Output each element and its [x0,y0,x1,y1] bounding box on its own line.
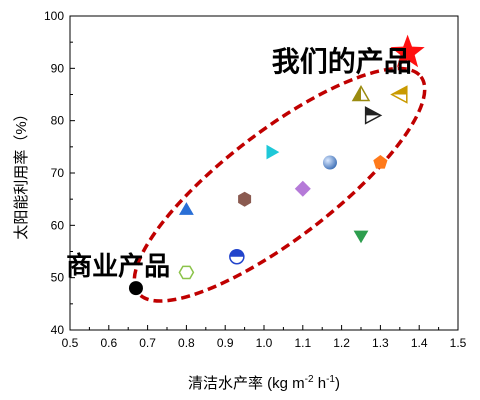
data-point-triangle-up [179,202,194,215]
x-tick-label: 0.7 [139,336,156,350]
y-tick-label: 70 [51,166,65,180]
marker-shape [178,265,195,280]
annotation-label: 我们的产品 [272,45,412,78]
x-axis-title-sup1: -2 [305,374,314,385]
x-axis-title-base: 清洁水产率 (kg m [188,375,305,392]
x-tick-label: 0.9 [217,336,234,350]
data-point-triangle-up-half [351,84,371,102]
data-point-triangle-down [353,230,369,244]
y-tick-label: 50 [51,271,65,285]
x-axis-title-mid: h [314,375,327,392]
y-tick-label: 100 [44,9,64,23]
y-axis-title: 太阳能利用率（%） [13,106,30,239]
y-tick-label: 80 [51,114,65,128]
highlight-ellipse [132,66,427,303]
y-tick-label: 90 [51,61,65,75]
data-point-star [390,34,425,68]
marker-fill [365,107,381,116]
x-tick-label: 0.5 [62,336,79,350]
data-point-triangle-left-half [390,85,408,104]
marker-shape [294,180,311,197]
marker-fill [391,86,407,95]
x-tick-label: 1.4 [411,336,428,350]
data-points [128,34,425,296]
data-point-triangle-right [266,144,280,160]
x-tick-label: 1.0 [256,336,273,350]
data-point-circle-half [229,248,245,265]
marker-shape [179,202,194,215]
data-point-triangle-right-half [364,106,383,125]
highlight-ellipse-layer [132,66,427,303]
data-point-circle [128,281,143,296]
data-point-pentagon [373,155,388,169]
data-point-sphere [322,155,337,170]
marker-shape [390,34,425,68]
axes: 0.5 0.6 0.7 0.8 0.9 1.0 1.1 1.2 1.3 1.4 1.5 40 50 60 7… [44,9,467,350]
y-tick-label: 60 [51,218,65,232]
annotation-label: 商业产品 [66,251,170,282]
data-point-hexagon [238,191,252,207]
marker-fill [353,86,361,101]
marker-fill [229,249,244,257]
data-point-hexagon-open [178,265,195,280]
marker-shape [373,155,388,169]
marker-shape [322,155,337,170]
marker-shape [238,191,252,207]
x-tick-label: 1.3 [372,336,389,350]
x-axis-title-end: ) [335,375,340,392]
x-tick-label: 1.2 [333,336,350,350]
x-tick-label: 0.8 [178,336,195,350]
marker-shape [128,281,143,296]
x-tick-label: 0.6 [100,336,117,350]
marker-shape [353,230,369,244]
x-tick-label: 1.5 [450,336,467,350]
x-axis-title-sup2: -1 [326,374,335,385]
data-point-diamond [294,180,311,197]
y-tick-label: 40 [51,323,65,337]
x-tick-label: 1.1 [294,336,311,350]
marker-shape [266,144,280,160]
x-axis-title: 清洁水产率 (kg m-2 h-1) [188,374,340,392]
